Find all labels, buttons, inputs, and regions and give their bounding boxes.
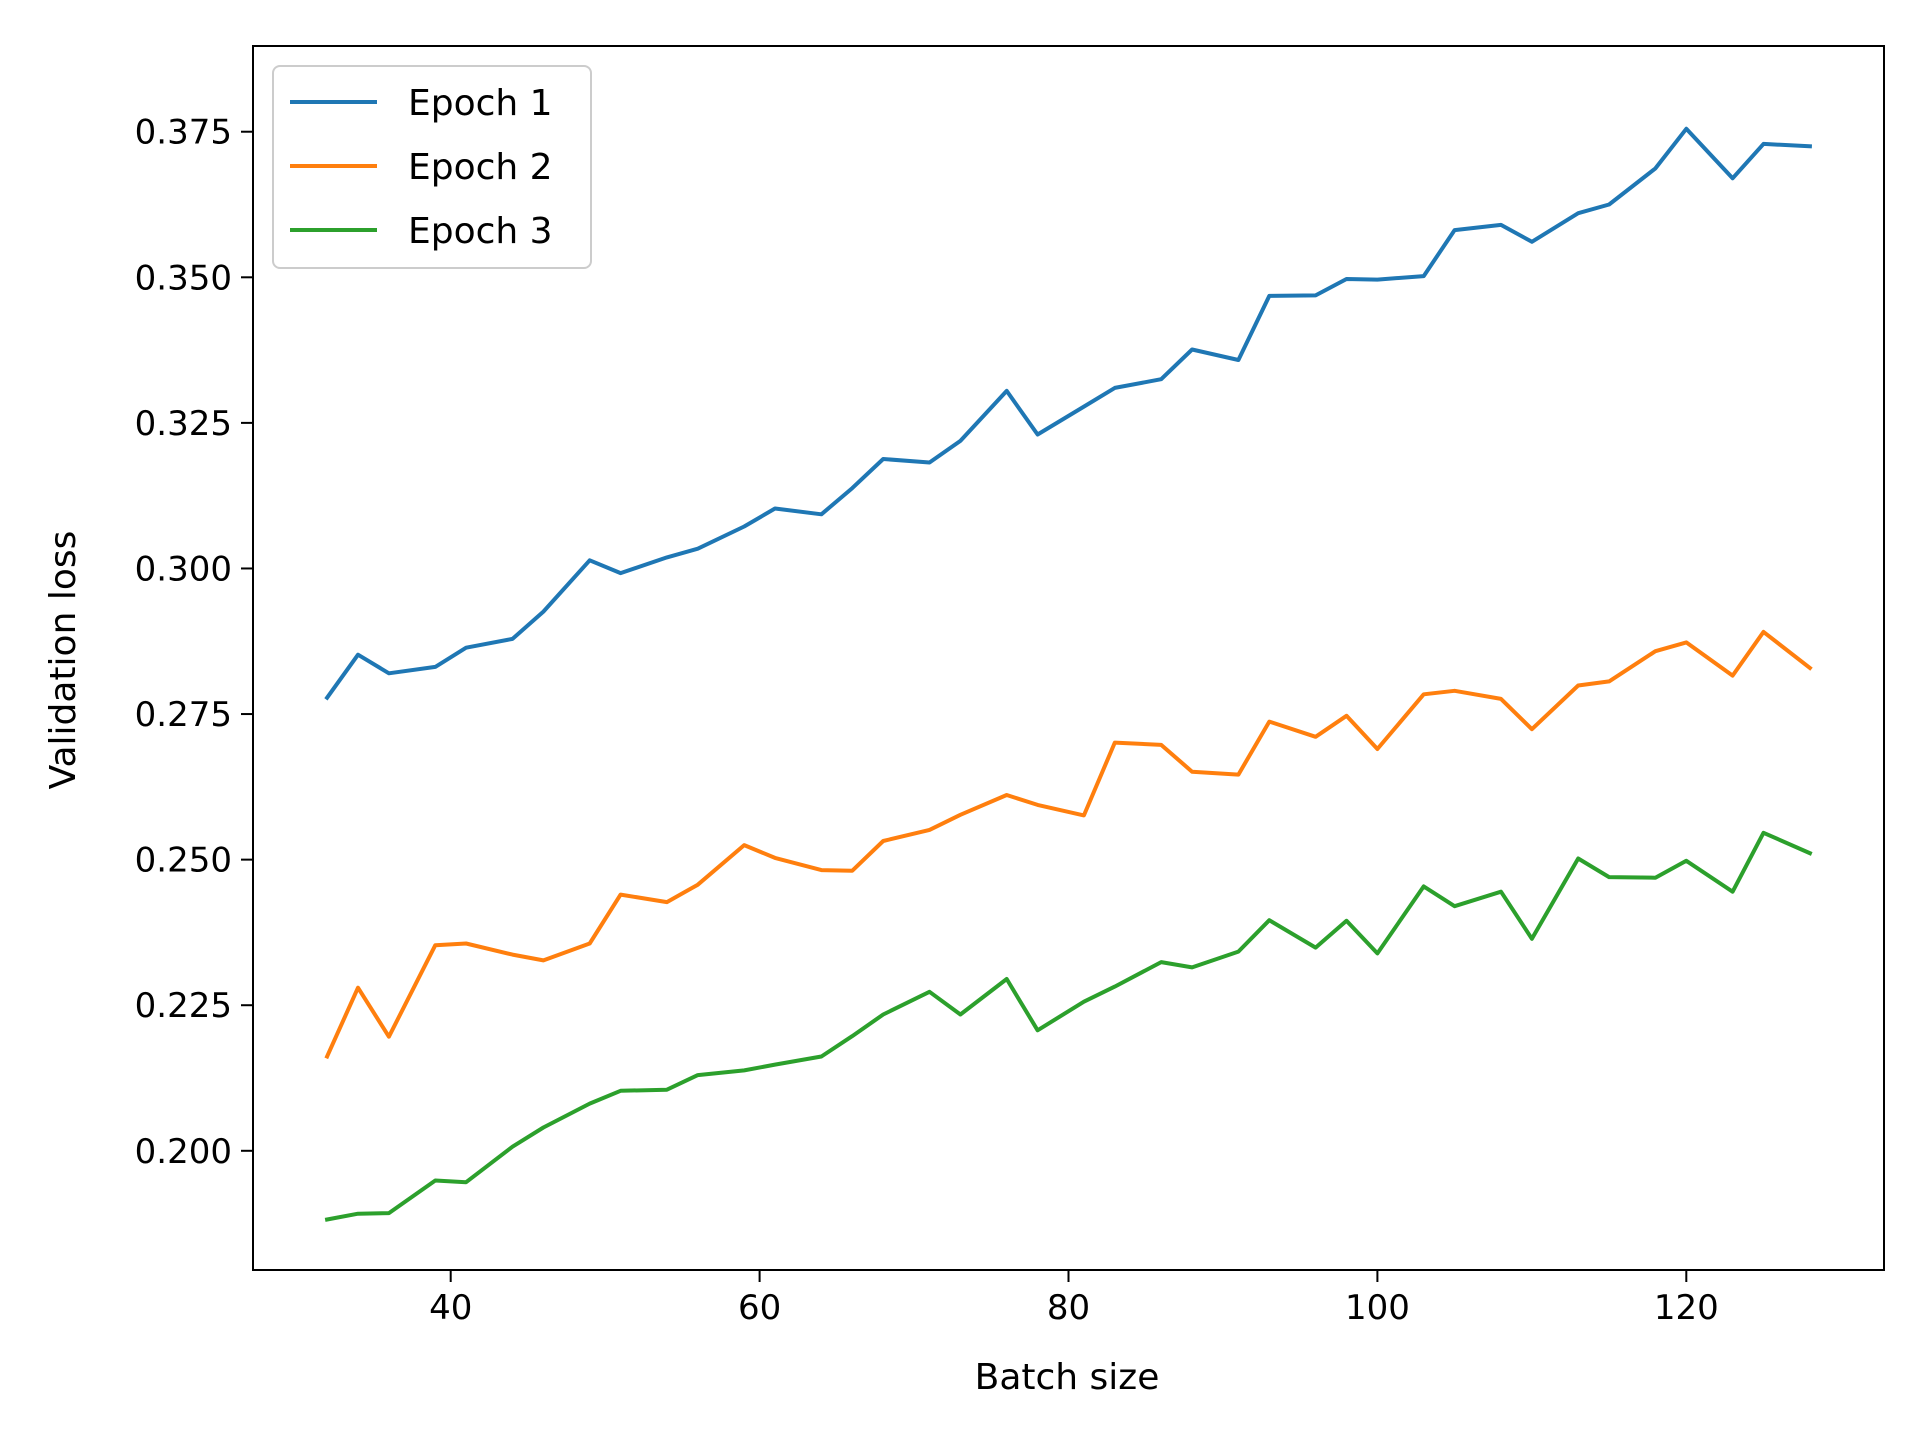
series-line-epoch-3 <box>324 830 1813 1222</box>
legend-label-epoch-3: Epoch 3 <box>408 211 553 252</box>
x-axis-label: Batch size <box>975 1357 1160 1398</box>
y-tick-label: 0.275 <box>135 695 232 735</box>
x-tick-label: 120 <box>1654 1288 1719 1328</box>
y-tick-label: 0.300 <box>135 549 232 589</box>
x-tick-label: 60 <box>738 1288 781 1328</box>
legend-label-epoch-1: Epoch 1 <box>408 83 553 124</box>
y-tick-label: 0.200 <box>135 1132 232 1172</box>
y-tick-label: 0.325 <box>135 404 232 444</box>
y-tick-label: 0.250 <box>135 841 232 881</box>
x-tick-label: 100 <box>1345 1288 1410 1328</box>
y-axis-label: Validation loss <box>43 531 84 790</box>
y-tick-label: 0.350 <box>135 258 232 298</box>
x-tick-label: 80 <box>1047 1288 1090 1328</box>
series-line-epoch-2 <box>324 629 1813 1060</box>
legend-box <box>272 65 592 269</box>
series-line-epoch-1 <box>324 126 1813 701</box>
legend-label-epoch-2: Epoch 2 <box>408 147 553 188</box>
y-tick-label: 0.375 <box>135 113 232 153</box>
plot-area: 40 60 80 100 120 0.200 0.225 0.250 0.275 0.300 0.3… <box>135 45 1885 1328</box>
x-tick-label: 40 <box>429 1288 472 1328</box>
y-tick-label: 0.225 <box>135 986 232 1026</box>
